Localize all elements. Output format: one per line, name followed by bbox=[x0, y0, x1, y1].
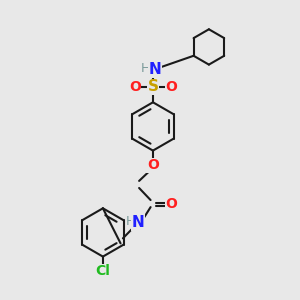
Text: N: N bbox=[132, 215, 145, 230]
Text: S: S bbox=[147, 80, 158, 94]
Text: H: H bbox=[126, 215, 135, 228]
Text: O: O bbox=[165, 196, 177, 211]
Text: O: O bbox=[129, 80, 141, 94]
Text: N: N bbox=[149, 62, 162, 77]
Text: O: O bbox=[165, 80, 177, 94]
Text: H: H bbox=[141, 62, 150, 75]
Text: O: O bbox=[147, 158, 159, 172]
Text: Cl: Cl bbox=[95, 264, 110, 278]
